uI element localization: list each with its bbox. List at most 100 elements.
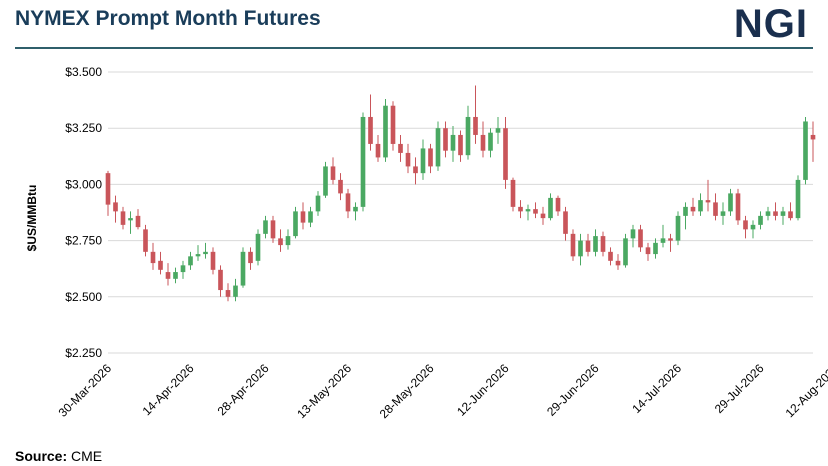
candle <box>120 206 126 230</box>
candle <box>758 211 763 230</box>
candle-body <box>668 238 673 241</box>
candle-body <box>510 179 516 207</box>
candle-body <box>128 218 133 221</box>
candle <box>563 206 568 241</box>
candle <box>713 193 718 221</box>
candle-body <box>390 105 396 144</box>
candle-body <box>780 211 786 216</box>
candle-body <box>653 242 658 255</box>
candle-body <box>743 220 748 230</box>
candle-body <box>308 211 313 223</box>
candle-body <box>233 285 238 297</box>
candle-body <box>795 179 801 219</box>
candle <box>270 215 276 243</box>
candle-body <box>135 215 141 228</box>
candle-body <box>450 134 456 151</box>
y-axis-label: $US/MMBtu <box>25 185 39 252</box>
candle-body <box>765 211 771 216</box>
chart-title: NYMEX Prompt Month Futures <box>15 7 321 30</box>
candle-body <box>300 211 306 223</box>
grid-lines <box>108 71 813 354</box>
candle <box>593 229 598 257</box>
y-tick-label: $2.250 <box>65 346 102 360</box>
candle <box>195 245 201 261</box>
candle <box>173 267 178 284</box>
candle <box>473 85 478 144</box>
candle <box>450 125 456 162</box>
candle-body <box>255 233 261 261</box>
candle-body <box>285 236 291 246</box>
candle <box>345 188 351 219</box>
candle <box>300 202 306 230</box>
candle <box>510 177 516 212</box>
candle-body <box>705 200 711 203</box>
candle-body <box>338 179 343 194</box>
x-tick-label: 29-Jun-2026 <box>544 361 602 419</box>
candle <box>480 121 486 158</box>
candle-body <box>548 197 553 219</box>
candle <box>780 206 786 225</box>
candle <box>218 265 223 297</box>
candle <box>368 94 373 151</box>
candle <box>225 283 231 302</box>
candle <box>548 193 553 221</box>
candle <box>518 200 523 219</box>
candle-body <box>203 251 208 255</box>
candle <box>240 247 246 288</box>
y-tick-label: $3.500 <box>65 65 102 79</box>
x-tick-label: 14-Apr-2026 <box>140 361 197 418</box>
title-divider <box>15 47 813 49</box>
candle <box>143 224 148 257</box>
candle-body <box>803 121 808 180</box>
candle <box>443 121 448 158</box>
candle-body <box>428 148 433 167</box>
candle-body <box>150 251 156 264</box>
candle <box>158 251 163 275</box>
y-tick-label: $3.250 <box>65 121 102 135</box>
candle-body <box>788 211 793 219</box>
y-tick-label: $3.000 <box>65 177 102 191</box>
candle-body <box>293 211 298 237</box>
candle <box>555 195 561 216</box>
candle-body <box>120 211 126 225</box>
candle <box>675 211 681 246</box>
candle-body <box>585 240 591 252</box>
candle-body <box>315 195 321 212</box>
candle-body <box>713 202 718 216</box>
candle <box>248 247 253 270</box>
candle-body <box>443 128 448 151</box>
candle-body <box>690 206 696 212</box>
candle <box>105 170 111 216</box>
candle <box>773 202 778 221</box>
candle <box>585 233 591 257</box>
candle <box>810 121 816 162</box>
candle-body <box>165 272 171 279</box>
x-tick-label: 29-Jul-2026 <box>712 361 767 416</box>
candle-body <box>278 238 283 246</box>
candle-body <box>368 116 373 144</box>
candle-body <box>345 193 351 212</box>
candle-body <box>248 251 253 264</box>
candle <box>488 128 493 158</box>
candle-body <box>728 193 733 212</box>
candle <box>375 134 381 162</box>
candle <box>578 233 583 266</box>
candle <box>338 173 343 201</box>
candle <box>630 224 636 248</box>
candle-body <box>563 211 568 234</box>
candle-body <box>113 202 118 212</box>
candle <box>135 209 141 230</box>
candle-body <box>540 213 546 219</box>
candle-body <box>225 290 231 297</box>
candle-body <box>435 128 441 167</box>
candle <box>165 263 171 286</box>
candle-body <box>413 166 418 174</box>
candle <box>720 202 726 225</box>
candle-body <box>143 229 148 252</box>
candle <box>660 224 666 248</box>
candle <box>263 215 268 239</box>
candle <box>615 254 621 270</box>
candle-body <box>810 134 816 140</box>
candle <box>788 202 793 221</box>
candle <box>390 101 396 151</box>
